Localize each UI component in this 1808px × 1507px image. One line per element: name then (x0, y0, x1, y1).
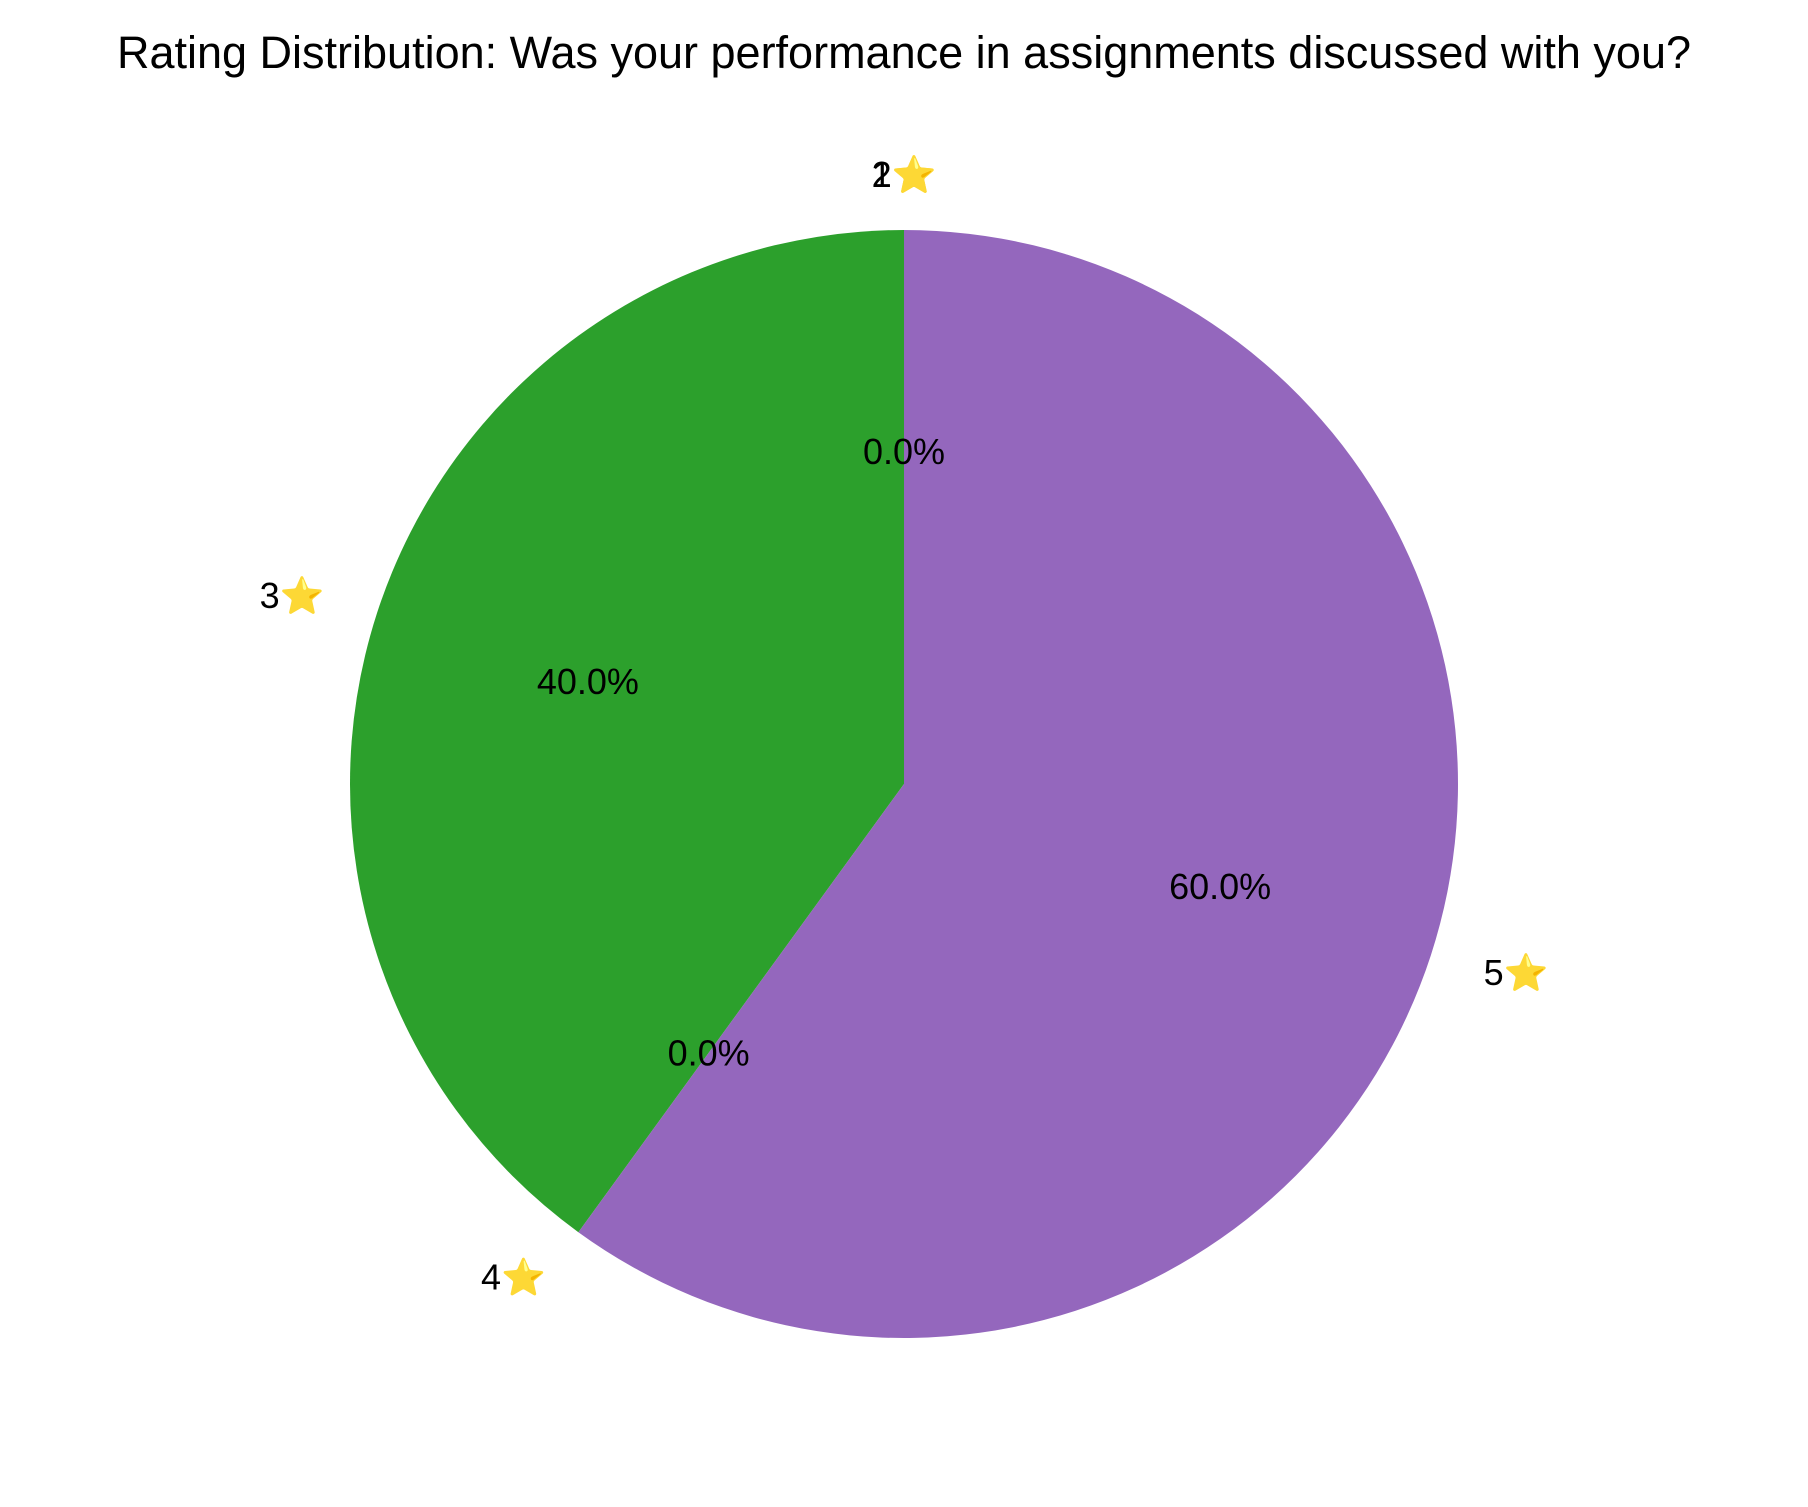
slice-1-category-label: 1⭐ (872, 154, 937, 195)
chart-title: Rating Distribution: Was your performanc… (117, 27, 1691, 78)
slice-4-category-label: 4⭐ (481, 1257, 546, 1298)
pie-labels: 1⭐2⭐ 0.0% 3⭐ 40.0% 4⭐ 0.0% 5⭐ 60.0% (260, 154, 1549, 1297)
slice-3-category-label: 3⭐ (260, 575, 325, 616)
slice-2-category-label: 2⭐ (872, 154, 937, 195)
slice-3-wedge (349, 230, 904, 1233)
pie-slices (349, 230, 1458, 1338)
slice-3-percent-label: 40.0% (537, 661, 639, 702)
slice-4-percent-label: 0.0% (668, 1032, 750, 1073)
slice-5-category-label: 5⭐ (1484, 952, 1549, 993)
slice-5-wedge (578, 230, 1458, 1338)
slice-2-percent-label: 0.0% (863, 431, 945, 472)
slice-5-percent-label: 60.0% (1169, 866, 1271, 907)
